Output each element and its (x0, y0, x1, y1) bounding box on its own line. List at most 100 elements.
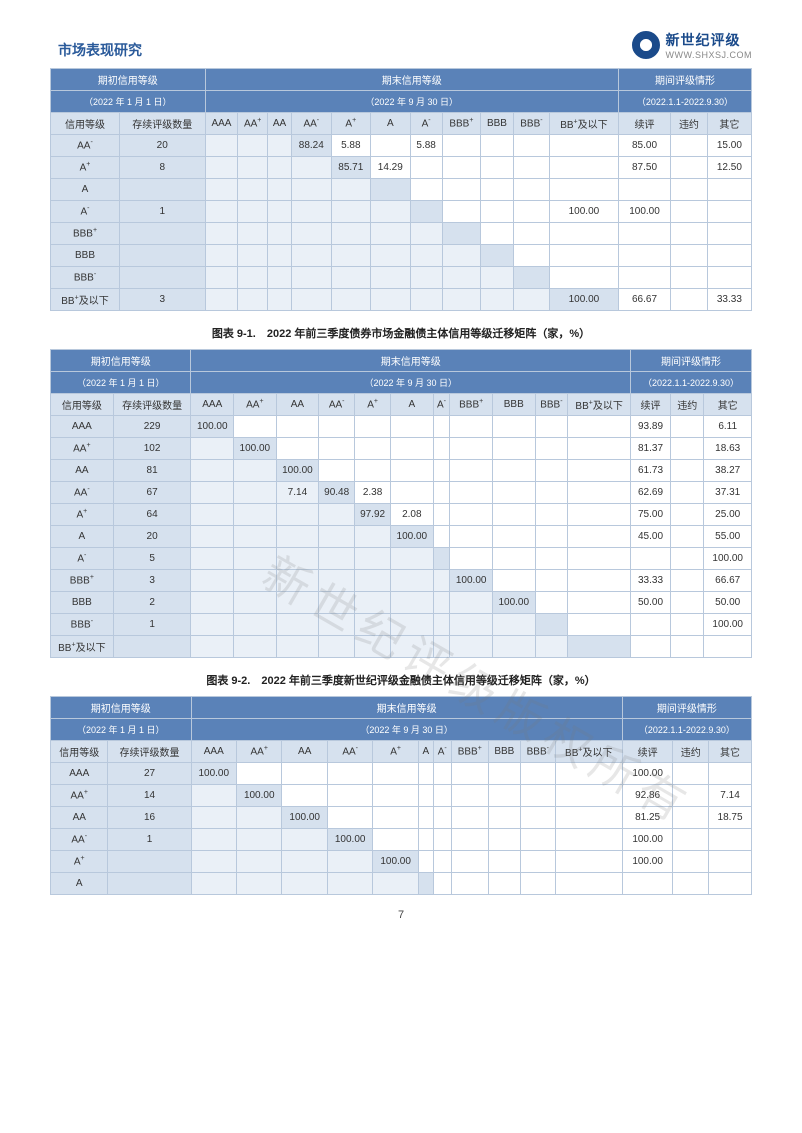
cell (568, 526, 631, 548)
cell (391, 438, 434, 460)
row-label: BB+及以下 (51, 636, 114, 658)
col-rating-3: AA- (319, 394, 355, 416)
cell (292, 157, 332, 179)
hdr-final-date: （2022 年 9 月 30 日） (191, 372, 631, 394)
cell (418, 829, 433, 851)
row-label: A- (51, 201, 120, 223)
cell (267, 201, 291, 223)
hdr-initial-date: （2022 年 1 月 1 日） (51, 719, 192, 741)
col-rating-0: AAA (205, 113, 238, 135)
cell (513, 223, 549, 245)
cell (319, 460, 355, 482)
cell (433, 460, 450, 482)
cell (451, 851, 488, 873)
table-row: A​ (51, 873, 752, 895)
period-cell: 93.89 (630, 416, 670, 438)
col-rating-6: A- (433, 741, 451, 763)
cell (237, 763, 282, 785)
row-label: BB+及以下 (51, 289, 120, 311)
table-row: A20100.0045.0055.00 (51, 526, 752, 548)
period-cell: 12.50 (707, 157, 751, 179)
period-cell (671, 460, 704, 482)
cell (191, 438, 234, 460)
cell (237, 807, 282, 829)
table-row: BB+及以下 (51, 636, 752, 658)
cell (276, 592, 319, 614)
col-period-1: 违约 (673, 741, 709, 763)
cell: 100.00 (191, 416, 234, 438)
col-count: 存续评级数量 (108, 741, 191, 763)
period-cell: 50.00 (704, 592, 752, 614)
row-count: ​ (108, 873, 191, 895)
cell (451, 763, 488, 785)
cell (520, 851, 555, 873)
cell (535, 614, 568, 636)
cell (433, 785, 451, 807)
cell (433, 438, 450, 460)
cell (451, 785, 488, 807)
table-row: BBB2100.0050.0050.00 (51, 592, 752, 614)
period-cell (673, 851, 709, 873)
period-cell (671, 245, 708, 267)
col-rating-9: BBB- (535, 394, 568, 416)
col-rating-5: A (391, 394, 434, 416)
col-rating-4: A+ (331, 113, 371, 135)
cell (292, 201, 332, 223)
cell (418, 807, 433, 829)
hdr-final-date: （2022 年 9 月 30 日） (191, 719, 622, 741)
cell (433, 570, 450, 592)
cell (535, 570, 568, 592)
cell (535, 548, 568, 570)
period-cell: 33.33 (707, 289, 751, 311)
cell (355, 614, 391, 636)
cell (327, 873, 372, 895)
row-label: A (51, 526, 114, 548)
cell (481, 267, 514, 289)
row-label: AA (51, 460, 114, 482)
cell (331, 201, 371, 223)
brand-logo-icon (632, 31, 660, 59)
table-row: BBB+3100.0033.3366.67 (51, 570, 752, 592)
cell (481, 157, 514, 179)
cell (481, 201, 514, 223)
period-cell (709, 851, 752, 873)
cell (451, 829, 488, 851)
cell (520, 763, 555, 785)
col-rating-7: BBB+ (442, 113, 480, 135)
cell (319, 636, 355, 658)
cell (481, 179, 514, 201)
cell (488, 873, 520, 895)
cell (191, 636, 234, 658)
period-cell (671, 592, 704, 614)
row-label: A+ (51, 504, 114, 526)
hdr-period-date: （2022.1.1-2022.9.30） (630, 372, 751, 394)
cell (371, 267, 411, 289)
cell (355, 570, 391, 592)
col-rating-5: A (371, 113, 411, 135)
cell (267, 223, 291, 245)
cell (327, 851, 372, 873)
period-cell: 37.31 (704, 482, 752, 504)
period-cell (671, 157, 708, 179)
cell (391, 460, 434, 482)
cell (331, 223, 371, 245)
period-cell (671, 223, 708, 245)
cell (535, 460, 568, 482)
col-rating-3: AA- (327, 741, 372, 763)
cell: 100.00 (327, 829, 372, 851)
hdr-initial-date: （2022 年 1 月 1 日） (51, 372, 191, 394)
cell (331, 289, 371, 311)
cell (410, 289, 442, 311)
cell (481, 135, 514, 157)
cell (488, 851, 520, 873)
cell (433, 504, 450, 526)
row-count: 1 (113, 614, 191, 636)
row-count (119, 223, 205, 245)
cell (234, 592, 277, 614)
row-count (119, 267, 205, 289)
cell (205, 223, 238, 245)
cell (319, 526, 355, 548)
cell (267, 157, 291, 179)
cell (191, 614, 234, 636)
cell (450, 614, 493, 636)
